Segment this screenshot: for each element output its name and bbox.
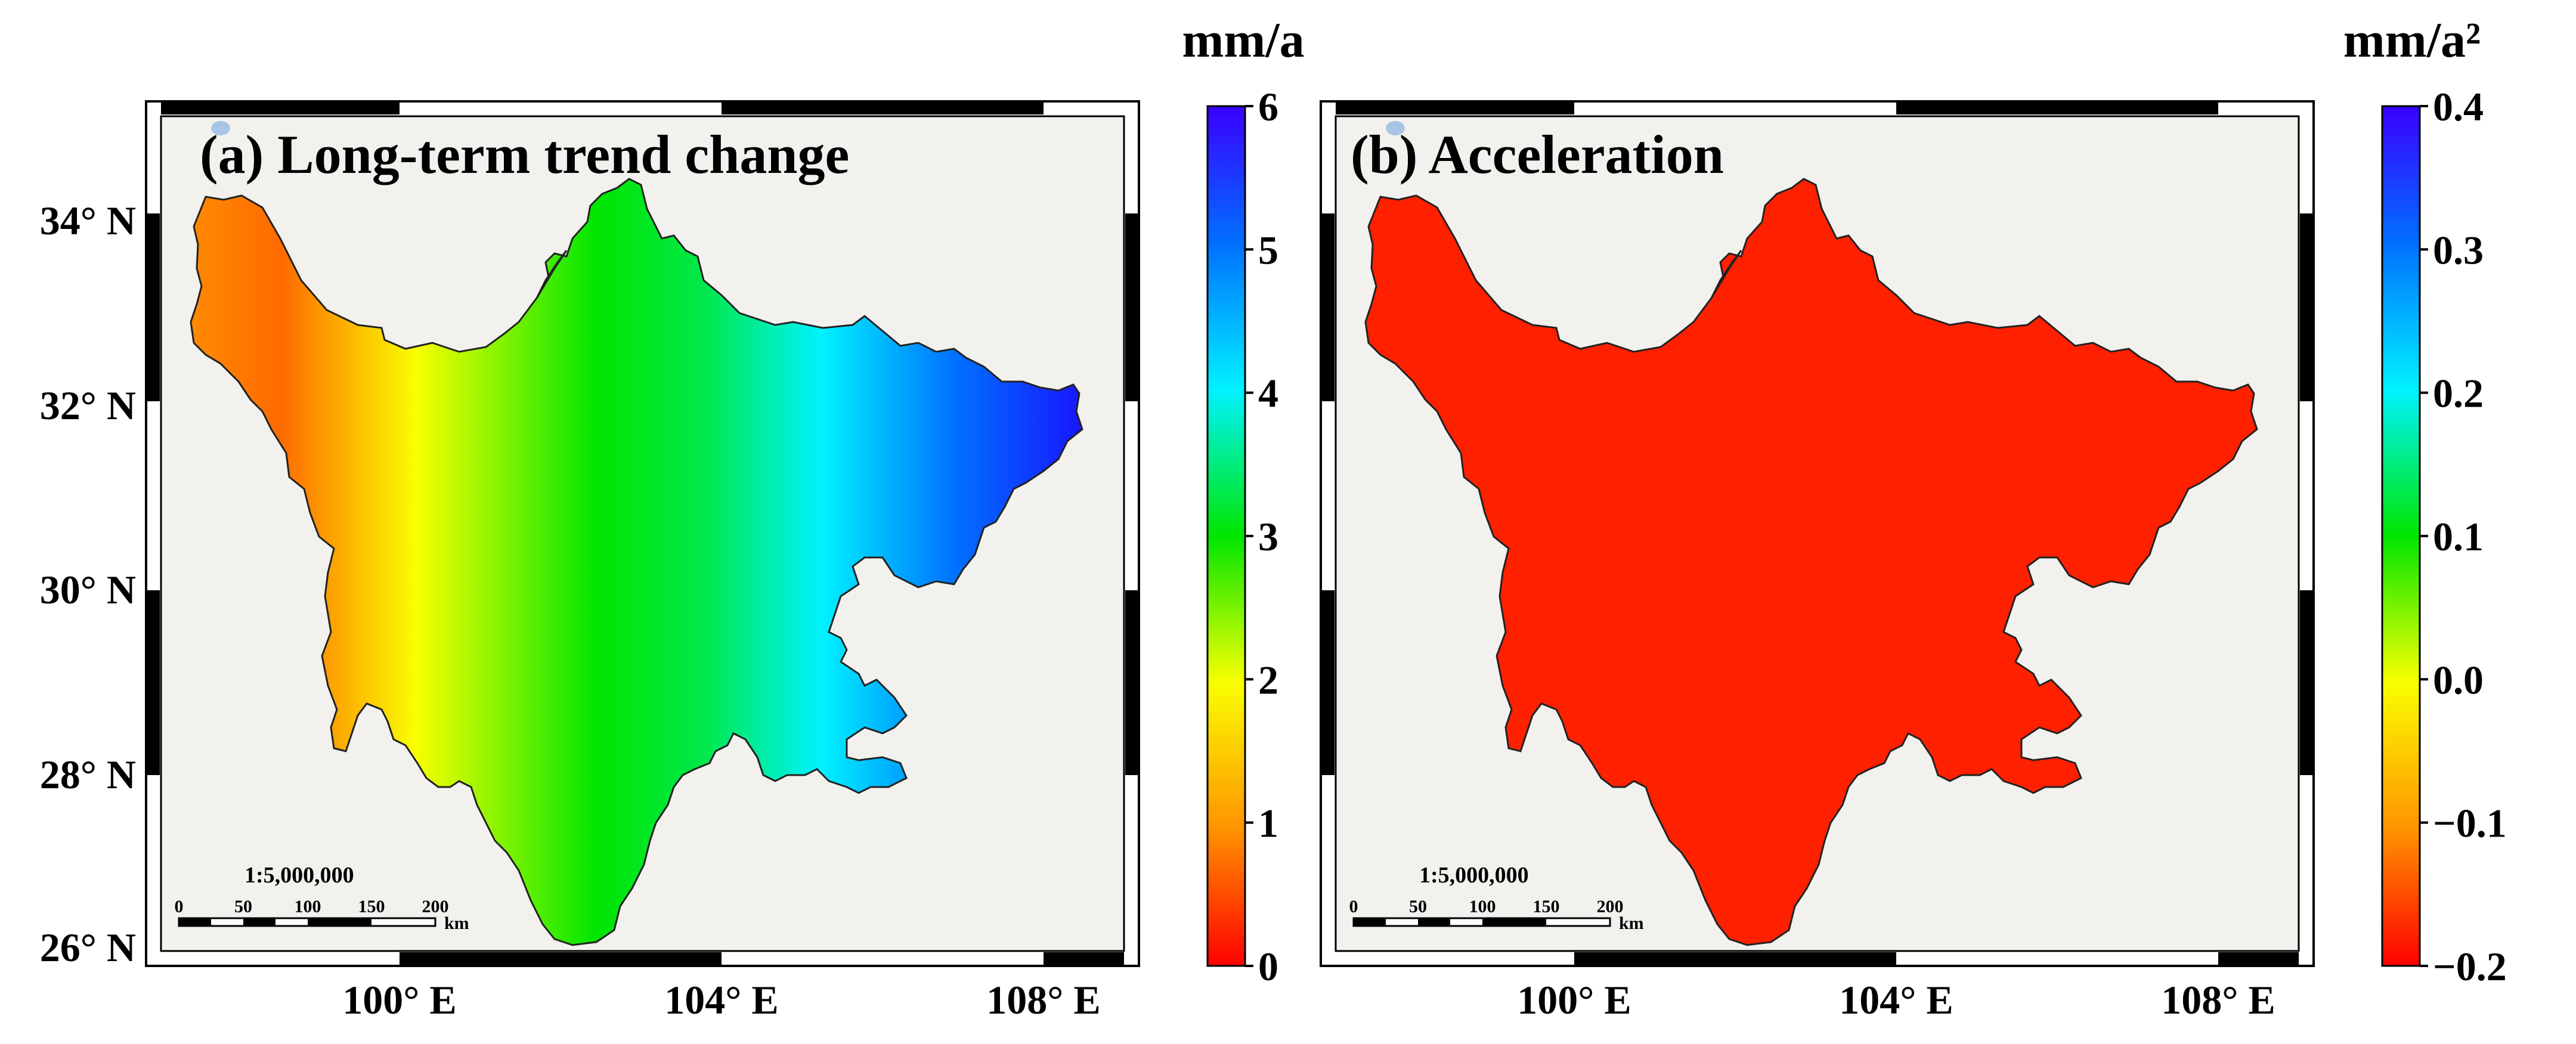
svg-text:100: 100: [295, 897, 321, 916]
lat-label-28: 28° N: [40, 752, 136, 797]
scale-bar-b: 1:5,000,000 0 50 100 150 200 km: [1349, 863, 1644, 933]
panel-acceleration: (b) Acceleration 1:5,000,000 0 50 100 15…: [1320, 13, 2507, 1023]
colorbar-tick-label: 0.3: [2433, 227, 2484, 272]
colorbar-tick-label: 1: [1258, 801, 1278, 846]
lon-label-108-b: 108° E: [2161, 977, 2275, 1023]
region-shape-a: [190, 178, 1083, 946]
panel-b-title: (b) Acceleration: [1351, 124, 1724, 185]
svg-text:km: km: [444, 913, 469, 933]
colorbar-unit-a: mm/a: [1182, 13, 1304, 68]
colorbar-tick-label: −0.2: [2433, 944, 2507, 989]
svg-text:200: 200: [422, 897, 449, 916]
lake-marker-a: [211, 121, 230, 135]
colorbar-tick-label: 2: [1258, 657, 1278, 702]
lon-label-100-b: 100° E: [1517, 977, 1631, 1023]
panel-a-title: (a) Long-term trend change: [200, 124, 849, 185]
lon-label-108-a: 108° E: [986, 977, 1101, 1023]
colorbar-tick-label: 0.1: [2433, 514, 2484, 559]
svg-text:0: 0: [1349, 897, 1358, 916]
colorbar-tick-label: 0.0: [2433, 657, 2484, 702]
lat-label-30: 30° N: [40, 567, 136, 612]
lon-label-100-a: 100° E: [342, 977, 457, 1023]
frame-ticks-b: [1322, 103, 2312, 965]
panel-long-term-trend: (a) Long-term trend change 1:5,000,000 0…: [40, 13, 1305, 1023]
svg-text:km: km: [1619, 913, 1644, 933]
colorbar-ramp-b: [2381, 105, 2421, 967]
region-shape-b: [1364, 178, 2258, 946]
scale-label-b: 1:5,000,000: [1419, 863, 1529, 888]
colorbar-tick-label: 0: [1258, 944, 1278, 989]
svg-text:150: 150: [358, 897, 385, 916]
colorbar-tick-label: 6: [1258, 84, 1278, 129]
colorbar-tick-label: −0.1: [2433, 801, 2507, 846]
svg-text:150: 150: [1533, 897, 1560, 916]
svg-text:100: 100: [1469, 897, 1496, 916]
colorbar-tick-label: 4: [1258, 371, 1278, 416]
scale-label-a: 1:5,000,000: [244, 863, 354, 888]
svg-text:200: 200: [1597, 897, 1624, 916]
lon-label-104-a: 104° E: [664, 977, 779, 1023]
colorbar-tick-label: 3: [1258, 514, 1278, 559]
colorbar-tick-label: 0.4: [2433, 84, 2484, 129]
colorbar-ramp-a: [1206, 105, 1246, 967]
colorbar-tick-label: 0.2: [2433, 371, 2484, 416]
lat-label-34: 34° N: [40, 198, 136, 243]
svg-text:50: 50: [234, 897, 252, 916]
colorbar-b: mm/a² −0.2 −0.1 0.0 0.1 0.2 0.3 0.4: [2343, 13, 2507, 989]
lat-label-32: 32° N: [40, 383, 136, 428]
lon-label-104-b: 104° E: [1839, 977, 1953, 1023]
colorbar-tick-label: 5: [1258, 227, 1278, 272]
colorbar-a: mm/a 0 1 2 3 4 5 6: [1182, 13, 1304, 989]
svg-text:50: 50: [1409, 897, 1427, 916]
svg-text:0: 0: [175, 897, 184, 916]
scale-bar-a: 1:5,000,000 0 50 100 150 200 km: [175, 863, 469, 933]
lat-label-26: 26° N: [40, 925, 136, 970]
lake-marker-b: [1386, 121, 1405, 135]
colorbar-unit-b: mm/a²: [2343, 13, 2481, 68]
frame-ticks-a: [147, 103, 1138, 965]
